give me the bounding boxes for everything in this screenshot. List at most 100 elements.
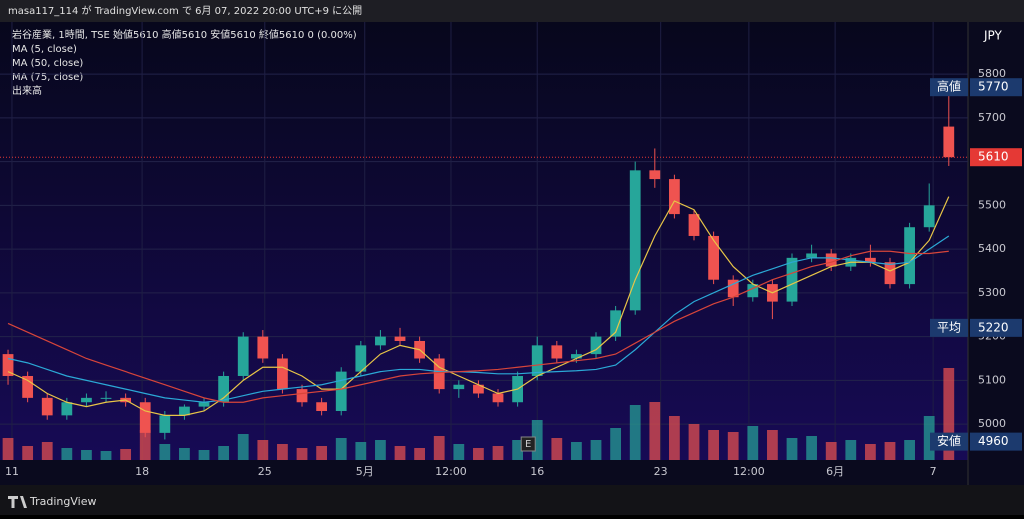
legend-line: 岩谷産業, 1時間, TSE 始値5610 高値5610 安値5610 終値56…	[12, 28, 357, 41]
candle-body	[629, 170, 641, 311]
candle-body	[747, 284, 759, 298]
legend-line: 出来高	[12, 84, 42, 97]
x-tick-label: 18	[135, 465, 149, 478]
x-tick-label: 12:00	[435, 465, 467, 478]
volume-bar	[277, 444, 288, 460]
candle-body	[531, 345, 543, 376]
volume-bar	[394, 446, 406, 460]
volume-bar	[41, 442, 53, 460]
candle-body	[218, 375, 230, 403]
price-tag-name-box	[930, 432, 968, 451]
x-tick-label: 11	[5, 465, 19, 478]
candle-body	[590, 336, 602, 355]
candle-body	[355, 345, 367, 372]
candle-body	[139, 402, 151, 433]
candle-body	[884, 262, 896, 285]
volume-bar	[531, 420, 543, 460]
volume-bar	[688, 424, 700, 460]
currency: JPY	[983, 29, 1003, 43]
volume-bar	[257, 440, 269, 460]
volume-bar	[747, 426, 759, 460]
earnings-marker: E	[525, 439, 531, 450]
volume-bar	[786, 438, 798, 460]
ma-line	[7, 235, 950, 403]
volume-bar	[237, 434, 249, 460]
x-tick-label: 7	[930, 465, 937, 478]
volume-bar	[884, 442, 896, 460]
price-tag-name: 安値	[937, 433, 961, 448]
ma-line	[7, 196, 950, 416]
volume-bar	[767, 430, 778, 460]
price-tag-box	[970, 78, 1022, 97]
x-tick-label: 25	[258, 465, 272, 478]
y-tick-label: 5300	[978, 286, 1006, 299]
price-tag-name: 高値	[937, 79, 961, 94]
volume-bar	[355, 442, 367, 460]
brand: TradingView	[29, 495, 96, 508]
volume-bar	[61, 448, 73, 460]
x-tick-label: 6月	[826, 465, 844, 478]
volume-bar	[179, 448, 190, 460]
price-tag-value: 4960	[978, 434, 1009, 448]
volume-bar	[453, 444, 465, 460]
price-tag-box	[970, 432, 1022, 451]
legend-line: MA (75, close)	[12, 72, 83, 83]
candle-body	[159, 415, 171, 433]
last-price-label: 5610	[978, 150, 1009, 164]
candle-body	[61, 402, 73, 416]
candle-body	[786, 257, 798, 302]
legend: 岩谷産業, 1時間, TSE 始値5610 高値5610 安値5610 終値56…	[12, 28, 357, 97]
volume-bar	[296, 448, 308, 460]
volume-bar	[120, 449, 132, 460]
price-tag-box	[970, 318, 1022, 337]
candle-body	[492, 393, 504, 403]
candle-body	[81, 397, 92, 403]
candle-body	[688, 214, 700, 236]
volume-bar	[198, 450, 210, 460]
volume-bar	[865, 444, 876, 460]
logo-icon	[8, 496, 27, 508]
legend-line: MA (50, close)	[12, 58, 83, 69]
volume-bar	[923, 416, 935, 460]
header-bar	[0, 0, 1024, 22]
volume-bar	[551, 438, 563, 460]
candle-body	[237, 336, 249, 376]
candle-body	[923, 205, 935, 228]
y-tick-label: 5100	[978, 373, 1006, 386]
volume-bar	[649, 402, 661, 460]
candle-body	[41, 397, 53, 416]
last-price-box	[970, 148, 1022, 167]
candle-body	[708, 235, 719, 280]
volume-bar	[218, 446, 230, 460]
candle-body	[179, 406, 190, 416]
volume-bar	[904, 440, 915, 460]
candle-body	[316, 402, 328, 411]
volume-bar	[590, 440, 602, 460]
price-tag-value: 5770	[978, 80, 1009, 94]
candle-body	[394, 336, 406, 341]
publisher: masa117_114 が TradingView.com で 6月 07, 2…	[8, 4, 362, 17]
volume-bar	[433, 436, 445, 460]
candle-body	[610, 310, 621, 337]
volume-bar	[81, 450, 92, 460]
candle-body	[904, 227, 915, 285]
x-tick-label: 16	[530, 465, 544, 478]
time-axis	[0, 460, 968, 485]
volume-bar	[806, 436, 817, 460]
candle-body	[100, 397, 112, 399]
candle-body	[335, 371, 347, 411]
volume-bar	[845, 440, 857, 460]
candle-body	[727, 279, 739, 298]
candle-body	[296, 389, 308, 403]
volume-bar	[473, 448, 484, 460]
volume-bar	[100, 451, 112, 460]
volume-bar	[2, 438, 14, 460]
footer-bar	[0, 485, 1024, 515]
candle-body	[571, 354, 582, 359]
candle-body	[943, 126, 955, 158]
earnings-box	[520, 436, 536, 452]
volume-bar	[825, 442, 837, 460]
candle-body	[198, 402, 210, 407]
